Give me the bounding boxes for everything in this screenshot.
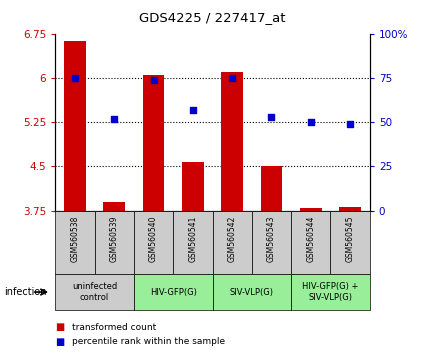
Bar [134, 274, 212, 310]
Bar [291, 211, 331, 274]
Text: transformed count: transformed count [72, 323, 156, 332]
Point [347, 121, 354, 127]
Bar [339, 206, 361, 211]
Bar [94, 211, 134, 274]
Point [229, 75, 235, 81]
Bar [55, 211, 94, 274]
Point [268, 114, 275, 120]
Text: ■: ■ [55, 337, 65, 347]
Text: uninfected
control: uninfected control [72, 282, 117, 302]
Text: GSM560539: GSM560539 [110, 216, 119, 262]
Bar [173, 211, 212, 274]
Text: HIV-GFP(G) +
SIV-VLP(G): HIV-GFP(G) + SIV-VLP(G) [302, 282, 359, 302]
Point [307, 119, 314, 125]
Bar [300, 208, 322, 211]
Text: GSM560543: GSM560543 [267, 216, 276, 262]
Bar [212, 211, 252, 274]
Text: infection: infection [4, 287, 47, 297]
Bar [252, 211, 291, 274]
Text: HIV-GFP(G): HIV-GFP(G) [150, 287, 197, 297]
Point [71, 75, 78, 81]
Point [190, 107, 196, 113]
Text: GSM560542: GSM560542 [228, 216, 237, 262]
Bar [291, 274, 370, 310]
Bar [134, 211, 173, 274]
Bar [212, 274, 291, 310]
Point [111, 116, 118, 121]
Text: GSM560541: GSM560541 [188, 216, 197, 262]
Text: GDS4225 / 227417_at: GDS4225 / 227417_at [139, 11, 286, 24]
Bar [55, 274, 134, 310]
Text: GSM560538: GSM560538 [71, 216, 79, 262]
Text: ■: ■ [55, 322, 65, 332]
Text: SIV-VLP(G): SIV-VLP(G) [230, 287, 274, 297]
Text: percentile rank within the sample: percentile rank within the sample [72, 337, 225, 346]
Bar [103, 202, 125, 211]
Bar [64, 41, 86, 211]
Bar [221, 72, 243, 211]
Text: GSM560540: GSM560540 [149, 216, 158, 262]
Text: GSM560544: GSM560544 [306, 216, 315, 262]
Bar [331, 211, 370, 274]
Point [150, 77, 157, 82]
Bar [143, 75, 164, 211]
Bar [261, 166, 282, 211]
Text: GSM560545: GSM560545 [346, 216, 354, 262]
Bar [182, 162, 204, 211]
